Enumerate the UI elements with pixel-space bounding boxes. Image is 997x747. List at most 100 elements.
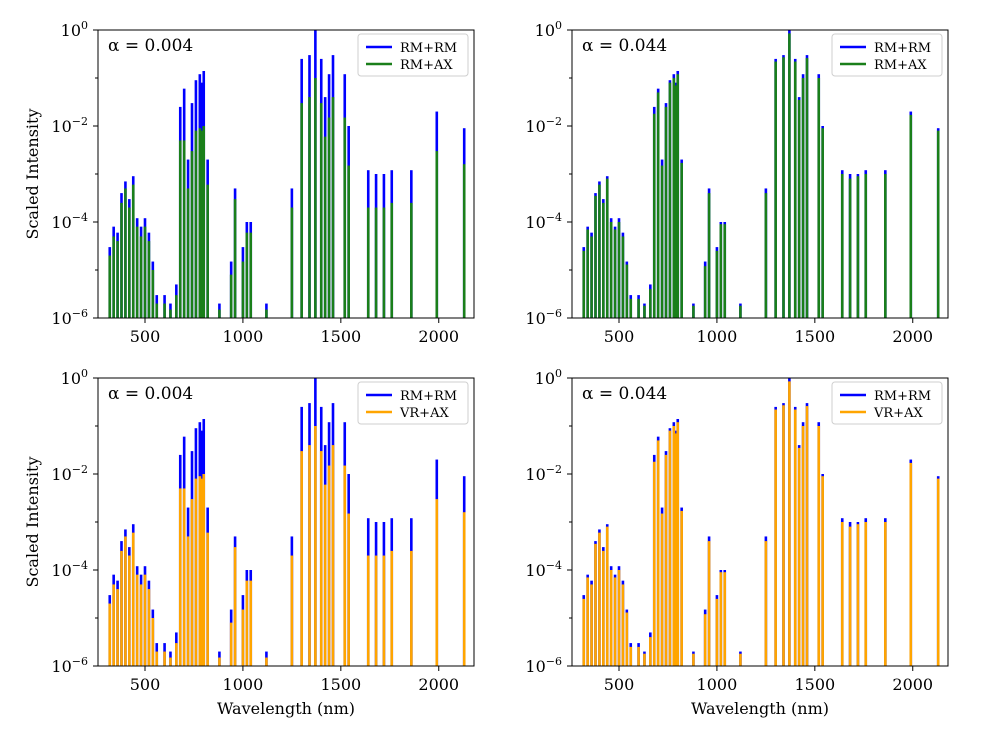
bar-VR+AX-1540 bbox=[347, 513, 350, 666]
subplot-top-left: 500 1000 1500 2000 100 10−2 10−4 10−6 α = 0.004 R… bbox=[23, 19, 475, 346]
bar-RM+AX-1440 bbox=[801, 78, 805, 318]
bar-VR+AX-380 bbox=[594, 543, 597, 666]
bar-RM+AX-1640 bbox=[840, 174, 844, 318]
bar-RM+AX-1020 bbox=[719, 224, 723, 318]
bar-RM+AX-720 bbox=[660, 165, 664, 318]
bar-RM+AX-1300 bbox=[300, 103, 303, 318]
x-tick-label: 2000 bbox=[418, 675, 459, 694]
bar-VR+AX-2130 bbox=[936, 478, 940, 666]
bar-RM+AX-1340 bbox=[308, 97, 311, 318]
bar-RM+AX-480 bbox=[139, 236, 143, 318]
bar-VR+AX-760 bbox=[668, 430, 672, 666]
bar-VR+AX-1680 bbox=[374, 555, 378, 666]
legend-box bbox=[831, 381, 943, 425]
bar-VR+AX-1460 bbox=[805, 406, 809, 666]
y-tick-label: 10−6 bbox=[525, 655, 562, 676]
bar-RM+AX-1520 bbox=[817, 78, 821, 318]
bar-RM+AX-800 bbox=[202, 126, 206, 318]
subplot-bottom-right: 500 1000 1500 2000 100 10−2 10−4 10−6 α = 0.044 R… bbox=[525, 367, 949, 718]
y-tick-label: 100 bbox=[535, 367, 562, 388]
bar-RM+AX-940 bbox=[703, 266, 707, 318]
bar-VR+AX-540 bbox=[625, 612, 629, 666]
bar-RM+AX-1680 bbox=[848, 178, 852, 318]
bar-RM+AX-680 bbox=[178, 140, 182, 318]
bar-VR+AX-1640 bbox=[840, 522, 844, 666]
x-tick-label: 1000 bbox=[223, 675, 264, 694]
bar-VR+AX-720 bbox=[186, 536, 190, 666]
bar-RM+AX-760 bbox=[194, 130, 198, 318]
legend: RM+RM VR+AX bbox=[357, 381, 469, 425]
bar-RM+AX-1860 bbox=[410, 202, 413, 318]
series-VR+AX bbox=[108, 426, 466, 666]
legend-label-RM+AX: RM+AX bbox=[400, 58, 453, 73]
bar-RM+AX-380 bbox=[594, 195, 597, 318]
bar-RM+AX-820 bbox=[680, 162, 683, 318]
alpha-label: α = 0.044 bbox=[582, 384, 667, 404]
alpha-label: α = 0.044 bbox=[582, 36, 667, 56]
bar-VR+AX-320 bbox=[108, 603, 112, 666]
bar-RM+AX-1020 bbox=[245, 232, 249, 318]
bar-VR+AX-1680 bbox=[848, 526, 852, 666]
bar-VR+AX-440 bbox=[605, 526, 609, 666]
bar-RM+AX-1440 bbox=[327, 117, 331, 318]
legend-label-RM+RM: RM+RM bbox=[400, 389, 457, 404]
bar-VR+AX-820 bbox=[680, 510, 683, 666]
bar-RM+AX-1420 bbox=[797, 99, 801, 318]
y-axis-label: Scaled Intensity bbox=[23, 457, 42, 588]
bar-VR+AX-700 bbox=[656, 440, 660, 666]
bar-RM+AX-460 bbox=[135, 226, 139, 318]
bar-VR+AX-340 bbox=[586, 577, 589, 666]
bar-VR+AX-400 bbox=[124, 536, 127, 666]
x-axis-label: Wavelength (nm) bbox=[217, 699, 355, 718]
bar-VR+AX-520 bbox=[147, 589, 151, 666]
series-VR+AX bbox=[582, 381, 940, 666]
bar-RM+AX-360 bbox=[590, 236, 593, 318]
bar-RM+AX-400 bbox=[124, 188, 127, 318]
bar-VR+AX-1540 bbox=[821, 476, 824, 666]
bar-RM+AX-1720 bbox=[382, 207, 386, 318]
x-tick-label: 1500 bbox=[320, 675, 361, 694]
bar-VR+AX-1990 bbox=[909, 462, 913, 666]
bar-RM+AX-1040 bbox=[723, 224, 727, 318]
bar-VR+AX-1300 bbox=[300, 451, 303, 666]
bar-VR+AX-800 bbox=[202, 474, 206, 666]
bar-RM+AX-600 bbox=[163, 303, 166, 318]
alpha-label: α = 0.004 bbox=[108, 36, 193, 56]
bar-RM+AX-320 bbox=[582, 250, 586, 318]
bar-RM+AX-1300 bbox=[774, 61, 777, 319]
bar-RM+AX-2130 bbox=[936, 130, 940, 318]
bar-RM+AX-1340 bbox=[782, 57, 785, 318]
y-tick-label: 10−2 bbox=[51, 115, 88, 136]
y-tick-label: 10−6 bbox=[525, 307, 562, 328]
bar-RM+AX-880 bbox=[692, 305, 695, 318]
bar-VR+AX-960 bbox=[707, 541, 711, 666]
bar-VR+AX-1300 bbox=[774, 409, 777, 666]
bar-RM+AX-600 bbox=[637, 298, 640, 318]
bar-VR+AX-780 bbox=[198, 476, 202, 666]
x-axis-label: Wavelength (nm) bbox=[691, 699, 829, 718]
x-tick-label: 500 bbox=[604, 675, 635, 694]
bar-RM+AX-340 bbox=[586, 229, 589, 318]
bar-RM+AX-720 bbox=[186, 188, 190, 318]
x-tick-label: 1500 bbox=[794, 327, 835, 346]
y-axis-label: Scaled Intensity bbox=[23, 109, 42, 240]
bar-VR+AX-400 bbox=[598, 532, 601, 666]
x-tick-label: 2000 bbox=[418, 327, 459, 346]
bar-RM+AX-320 bbox=[108, 255, 112, 318]
bar-VR+AX-1000 bbox=[241, 609, 245, 666]
x-tick-label: 500 bbox=[130, 327, 161, 346]
x-tick-label: 500 bbox=[130, 675, 161, 694]
bar-RM+AX-380 bbox=[120, 202, 123, 318]
bar-VR+AX-1460 bbox=[331, 445, 335, 666]
bar-RM+AX-790 bbox=[674, 85, 678, 318]
bar-VR+AX-460 bbox=[609, 570, 613, 666]
legend-label-VR+AX: VR+AX bbox=[399, 406, 449, 421]
bar-RM+AX-480 bbox=[613, 229, 617, 318]
x-tick-label: 500 bbox=[604, 327, 635, 346]
bar-RM+AX-1760 bbox=[390, 202, 394, 318]
bar-RM+AX-1040 bbox=[249, 232, 253, 318]
y-tick-label: 10−4 bbox=[525, 211, 562, 232]
bar-RM+AX-440 bbox=[605, 178, 609, 318]
bar-VR+AX-740 bbox=[190, 499, 194, 666]
bar-RM+AX-630 bbox=[169, 309, 172, 318]
